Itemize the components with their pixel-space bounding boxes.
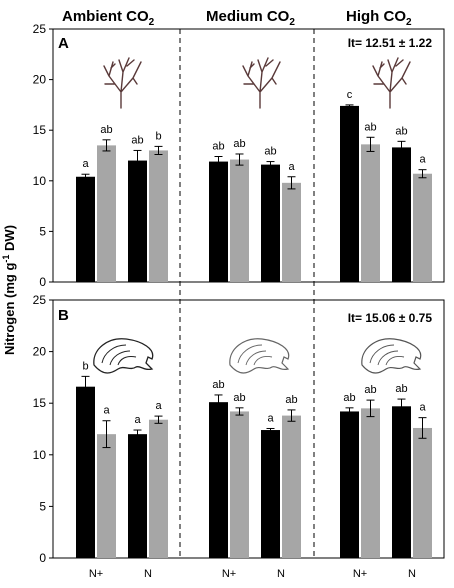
y-tick-label: 25 (33, 22, 47, 36)
significance-label: ab (343, 392, 355, 404)
y-tick-label: 25 (33, 293, 47, 307)
bar (149, 419, 168, 558)
significance-label: ab (212, 141, 224, 153)
bar (340, 105, 359, 282)
significance-label: a (103, 405, 110, 417)
significance-label: b (82, 360, 88, 372)
bar (392, 406, 411, 558)
bar (261, 164, 280, 282)
bar (261, 430, 280, 558)
y-tick-label: 5 (39, 224, 46, 238)
significance-label: ab (285, 394, 297, 406)
bar (361, 144, 380, 282)
y-axis-title: Nitrogen (mg g-1 DW) (1, 225, 17, 355)
bar (230, 159, 249, 282)
bar (230, 411, 249, 558)
significance-label: ab (364, 121, 376, 133)
x-tick-label: N (277, 568, 285, 580)
x-tick-label: N+ (89, 568, 103, 580)
y-tick-label: 0 (39, 275, 46, 289)
branching-alga-icon (242, 57, 281, 109)
bar (340, 411, 359, 558)
bar (97, 434, 116, 558)
column-header-high: High CO2 (346, 8, 412, 28)
x-tick-label: N (144, 568, 152, 580)
bar (282, 415, 301, 558)
y-tick-label: 20 (33, 345, 47, 359)
significance-label: ab (233, 138, 245, 150)
y-tick-label: 15 (33, 396, 47, 410)
bar (76, 176, 95, 282)
y-tick-label: 10 (33, 448, 47, 462)
panel-a-stat-label: It= 12.51 ± 1.22 (348, 36, 433, 50)
x-tick-label: N (408, 568, 416, 580)
significance-label: a (267, 412, 274, 424)
significance-label: a (419, 154, 426, 166)
significance-label: a (288, 161, 295, 173)
bar (149, 150, 168, 282)
significance-label: ab (233, 392, 245, 404)
significance-label: b (155, 130, 161, 142)
bar (76, 386, 95, 558)
panel-b-letter: B (58, 307, 69, 324)
bar (282, 182, 301, 282)
significance-label: ab (395, 125, 407, 137)
y-tick-label: 10 (33, 174, 47, 188)
significance-label: a (134, 414, 141, 426)
bar (392, 147, 411, 282)
bar (413, 427, 432, 558)
significance-label: c (347, 89, 353, 101)
panel-a-letter: A (58, 35, 69, 52)
column-headers: Ambient CO2 Medium CO2 High CO2 (62, 8, 412, 28)
bar (128, 160, 147, 282)
bar (413, 173, 432, 282)
bar (128, 434, 147, 558)
x-tick-label: N+ (353, 568, 367, 580)
bar (361, 408, 380, 558)
y-tick-label: 0 (39, 551, 46, 565)
panel-b-y-ticks: 0 5 10 15 20 25 (33, 293, 53, 565)
significance-label: ab (100, 124, 112, 136)
panel-a-y-ticks: 0 5 10 15 20 25 (33, 22, 53, 289)
significance-label: a (82, 158, 89, 170)
coralline-crust-icon (93, 338, 154, 374)
significance-label: ab (131, 134, 143, 146)
y-tick-label: 5 (39, 499, 46, 513)
y-tick-label: 15 (33, 123, 47, 137)
significance-label: ab (364, 384, 376, 396)
significance-label: ab (212, 379, 224, 391)
panel-b-stat-label: It= 15.06 ± 0.75 (348, 311, 433, 325)
significance-label: ab (264, 146, 276, 158)
significance-label: ab (395, 383, 407, 395)
coralline-crust-icon (361, 338, 422, 374)
bar (97, 145, 116, 282)
x-tick-labels: N+ N N+ N N+ N (89, 568, 416, 580)
column-header-medium: Medium CO2 (206, 8, 295, 28)
branching-alga-icon (372, 57, 411, 109)
y-tick-label: 20 (33, 73, 47, 87)
bar (209, 402, 228, 558)
bar (209, 161, 228, 282)
coralline-crust-icon (229, 338, 290, 374)
branching-alga-icon (103, 57, 142, 109)
significance-label: a (419, 402, 426, 414)
x-tick-label: N+ (222, 568, 236, 580)
significance-label: a (155, 400, 162, 412)
column-header-ambient: Ambient CO2 (62, 8, 155, 28)
